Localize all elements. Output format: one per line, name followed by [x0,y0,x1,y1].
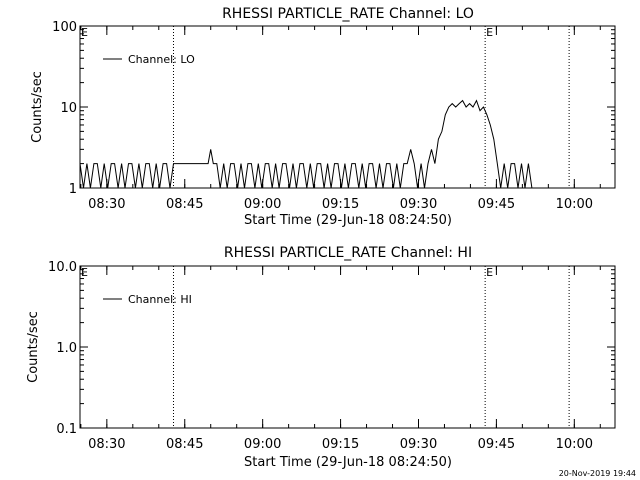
legend-entry: Channel: HI [128,293,192,306]
time-markers: E [172,266,570,428]
x-tick-label: 10:00 [556,437,593,452]
x-axis-label: Start Time (29-Jun-18 08:24:50) [244,213,452,228]
y-tick-label: 1.0 [56,341,77,356]
y-tick-label: 0.1 [56,422,77,437]
y-tick-label: 10 [60,101,77,116]
x-tick-label: 08:45 [166,197,203,212]
x-tick-label: 09:15 [322,437,359,452]
y-ticks: 1 10 100 [52,20,615,197]
y-axis-label: Counts/sec [26,311,41,383]
x-ticks: 08:30 08:45 09:00 09:15 09:30 09:45 10:00 [80,26,601,212]
x-tick-label: 10:00 [556,197,593,212]
series-line [79,99,536,189]
x-tick-label: 09:00 [244,437,281,452]
x-tick-label: 09:15 [322,197,359,212]
y-tick-label: 10.0 [48,260,77,275]
x-tick-label: 09:45 [478,197,515,212]
y-ticks: 0.1 1.0 10.0 [48,260,615,437]
x-tick-label: 09:45 [478,437,515,452]
chart-title: RHESSI PARTICLE_RATE Channel: LO [222,6,474,22]
legend: Channel: HI [103,293,192,306]
x-tick-label: 09:30 [400,437,437,452]
y-axis-label: Counts/sec [30,71,45,143]
chart-panel-hi: RHESSI PARTICLE_RATE Channel: HI Counts/… [26,245,616,470]
legend: Channel: LO [103,53,195,66]
series-group [79,99,536,189]
x-tick-label: 08:45 [166,437,203,452]
x-tick-label: 08:30 [88,437,125,452]
corner-label: E [81,266,88,279]
chart-title: RHESSI PARTICLE_RATE Channel: HI [224,245,472,261]
time-marker-label: E [486,266,493,279]
chart-panel-lo: RHESSI PARTICLE_RATE Channel: LO Counts/… [30,6,616,228]
time-markers: E [172,26,570,188]
y-tick-label: 1 [69,182,77,197]
footer-timestamp: 20-Nov-2019 19:44 [559,469,636,478]
corner-label: E [81,26,88,39]
x-axis-label: Start Time (29-Jun-18 08:24:50) [244,455,452,470]
legend-entry: Channel: LO [128,53,195,66]
x-tick-label: 08:30 [88,197,125,212]
y-tick-label: 100 [52,20,77,35]
x-ticks: 08:30 08:45 09:00 09:15 09:30 09:45 10:00 [80,266,601,452]
time-marker-label: E [486,26,493,39]
x-tick-label: 09:30 [400,197,437,212]
x-tick-label: 09:00 [244,197,281,212]
